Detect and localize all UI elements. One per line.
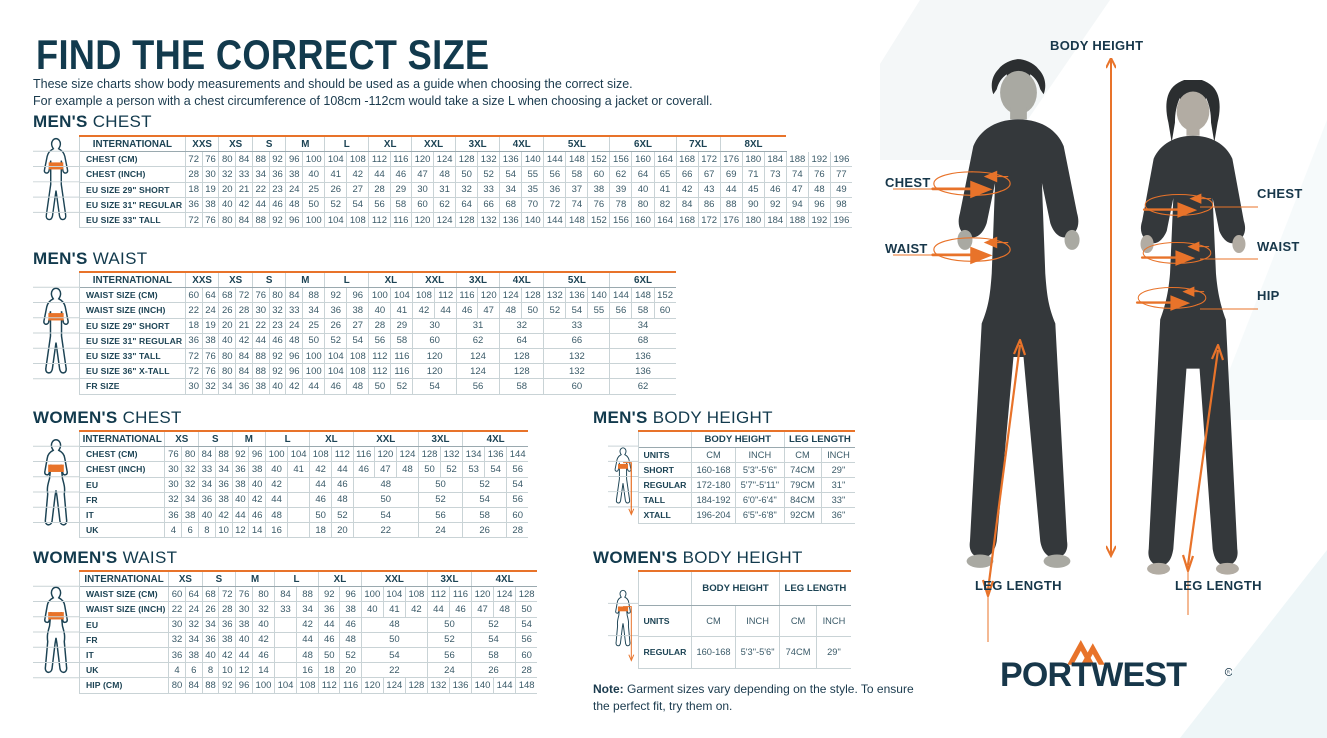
svg-text:R: R [1227, 670, 1230, 675]
svg-text:PORTWEST: PORTWEST [1000, 656, 1187, 694]
